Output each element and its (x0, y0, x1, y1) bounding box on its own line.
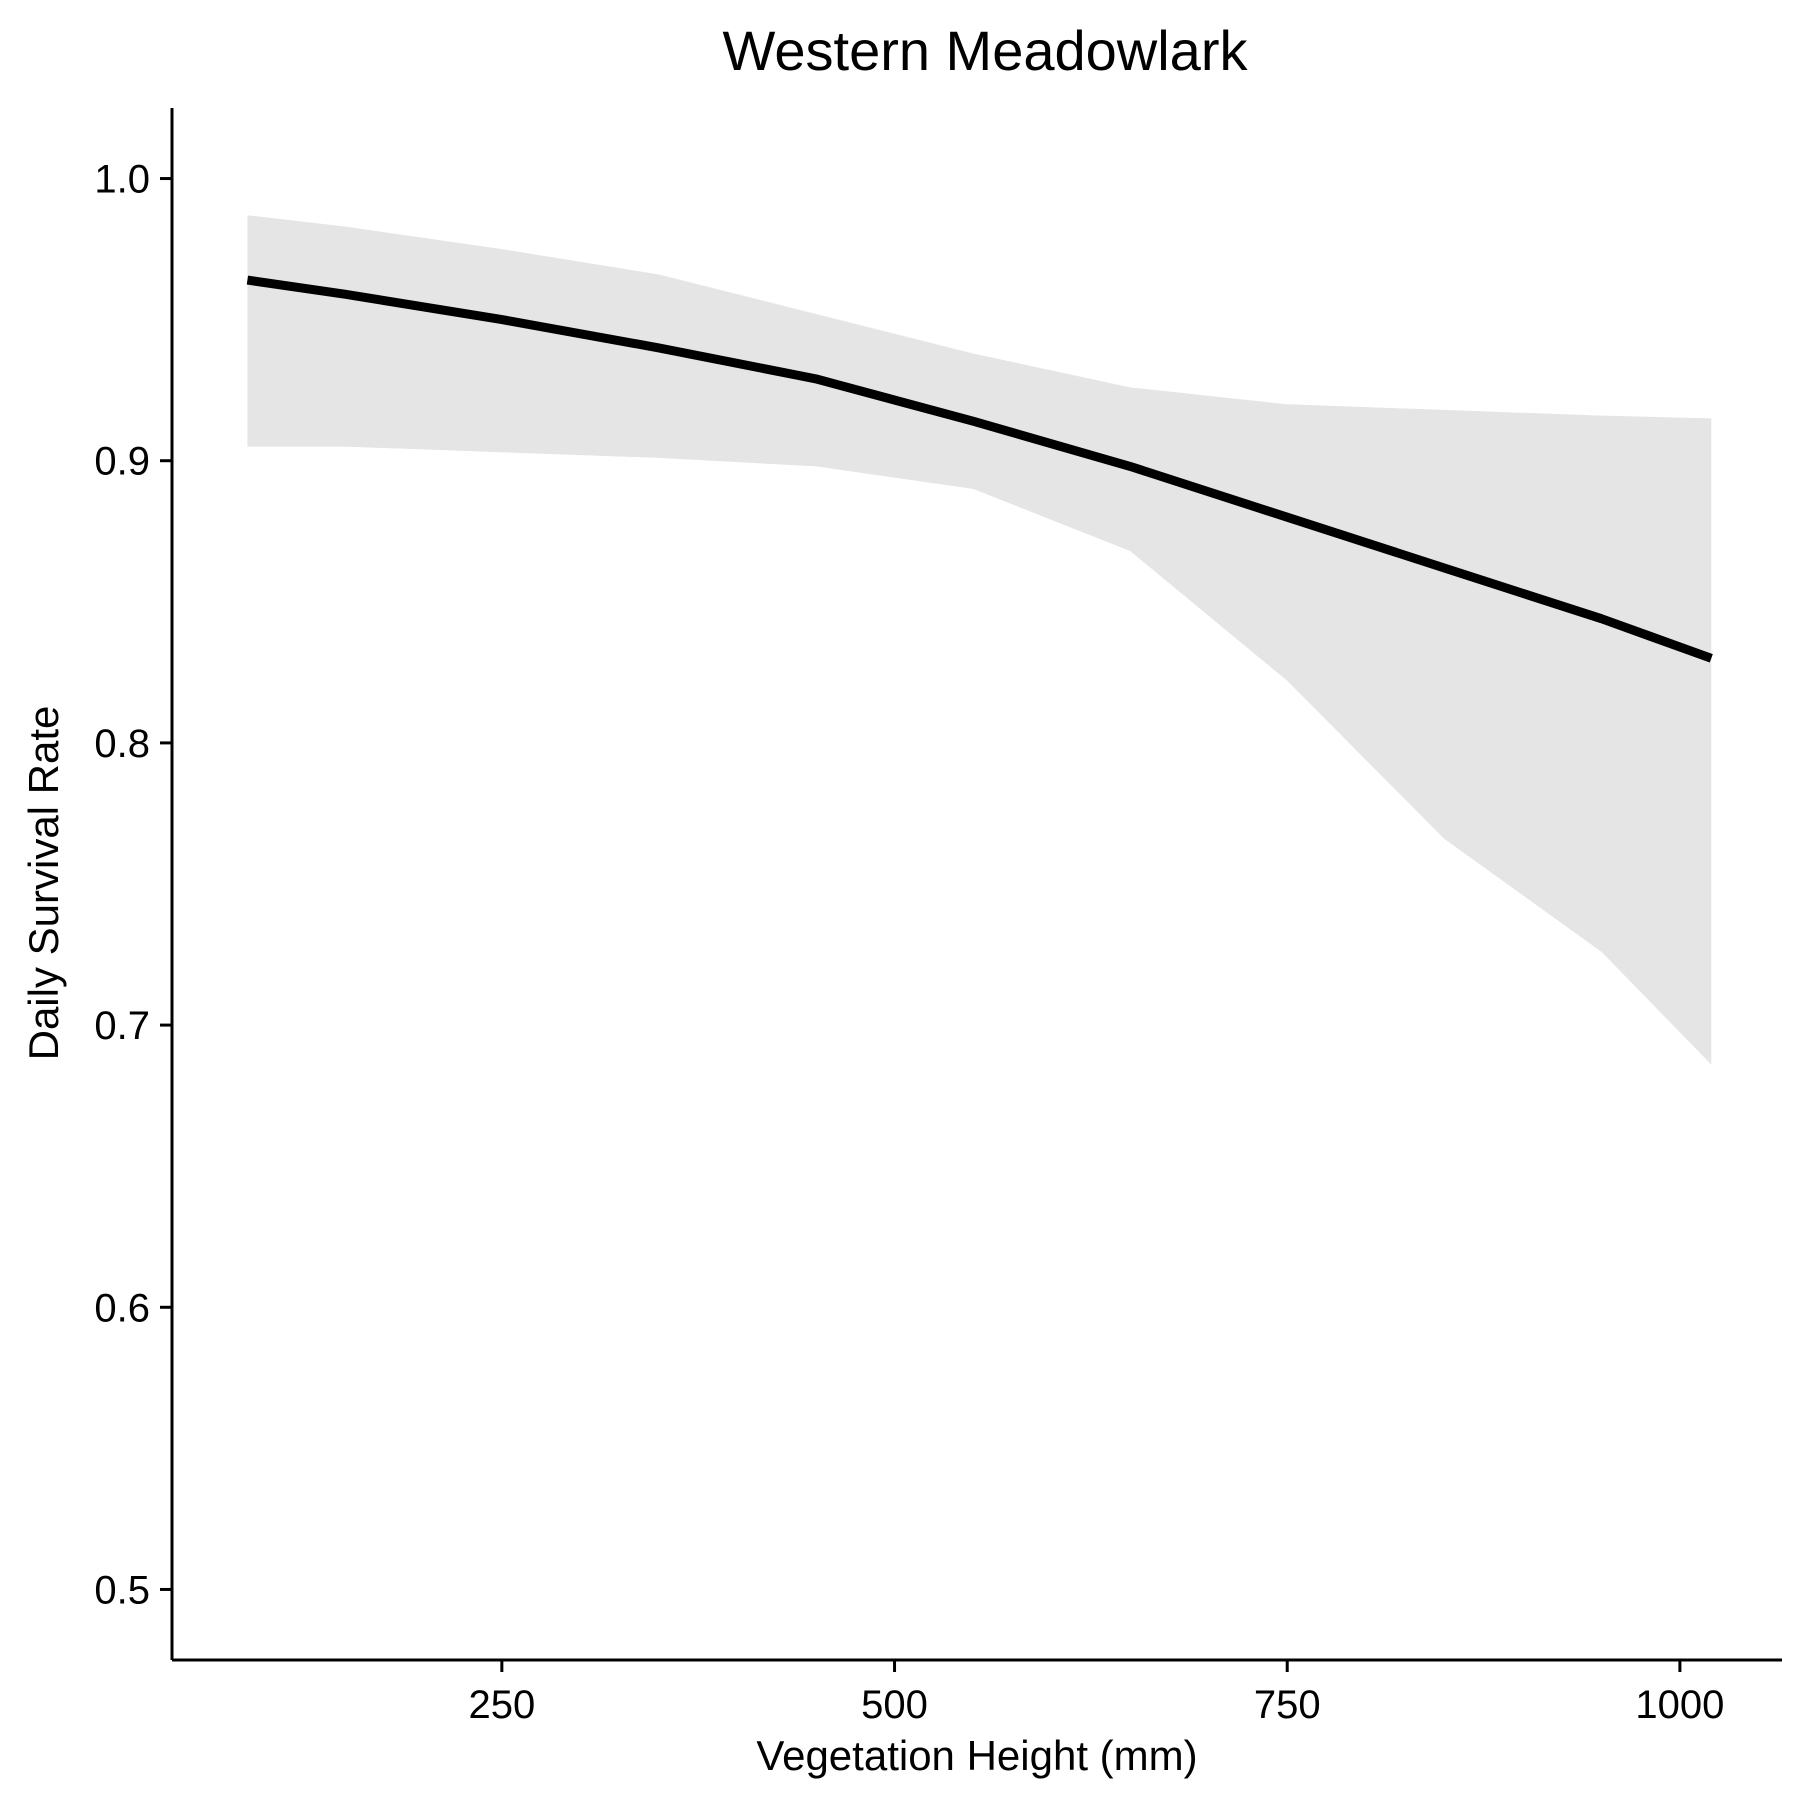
y-tick-label: 0.9 (94, 440, 150, 484)
y-tick-label: 0.6 (94, 1286, 150, 1330)
y-tick-label: 0.5 (94, 1568, 150, 1612)
x-tick-label: 1000 (1635, 1683, 1724, 1727)
y-axis-ticks: 0.5 0.6 0.7 0.8 0.9 1.0 (94, 158, 172, 1612)
chart-title: Western Meadowlark (723, 19, 1249, 82)
x-tick-label: 500 (861, 1683, 928, 1727)
x-axis-ticks: 250 500 750 1000 (468, 1660, 1724, 1727)
x-tick-label: 250 (468, 1683, 535, 1727)
y-axis-title: Daily Survival Rate (20, 706, 67, 1061)
x-tick-label: 750 (1254, 1683, 1321, 1727)
y-tick-label: 1.0 (94, 158, 150, 202)
y-tick-label: 0.8 (94, 722, 150, 766)
survival-rate-line (246, 275, 1713, 663)
plot-area (246, 215, 1713, 1065)
y-tick-label: 0.7 (94, 1004, 150, 1048)
x-axis-title: Vegetation Height (mm) (756, 1732, 1197, 1779)
confidence-ribbon (247, 215, 1712, 1065)
